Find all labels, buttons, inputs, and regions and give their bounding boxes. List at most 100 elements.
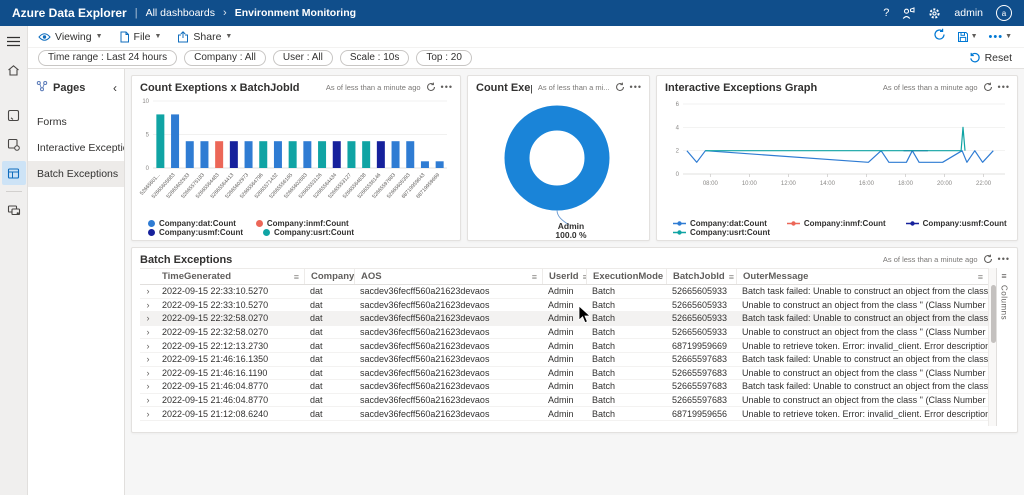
bar[interactable] [215,141,223,168]
bar[interactable] [392,141,400,168]
tile-refresh-icon[interactable] [615,82,625,92]
viewing-menu-button[interactable]: Viewing ▼ [38,31,103,43]
help-icon[interactable]: ? [883,7,889,19]
sidebar-item-forms[interactable]: Forms [28,109,124,135]
col-header-executionmode[interactable]: ExecutionMode≡ [586,269,666,284]
row-expand-icon[interactable]: › [140,286,156,296]
row-expand-icon[interactable]: › [140,368,156,378]
settings-gear-icon[interactable] [928,7,941,20]
bar[interactable] [230,141,238,168]
table-row[interactable]: ›2022-09-15 22:32:58.0270datsacdev36fecf… [140,326,988,340]
user-name[interactable]: admin [954,7,983,19]
more-options-button[interactable]: ••• ▼ [989,31,1013,43]
bar[interactable] [274,141,282,168]
tile-more-icon[interactable]: ••• [998,82,1010,92]
legend-item-inmf[interactable]: Company:inmf:Count [256,219,349,228]
col-header-timegenerated[interactable]: TimeGenerated≡ [156,269,304,284]
bar[interactable] [436,161,444,168]
bar[interactable] [245,141,253,168]
refresh-button[interactable] [933,28,946,46]
filter-pill-3[interactable]: Scale : 10s [340,50,409,66]
table-row[interactable]: ›2022-09-15 21:46:16.1190datsacdev36fecf… [140,367,988,381]
filter-pill-2[interactable]: User : All [273,50,333,66]
legend-item-inmf[interactable]: Company:inmf:Count [787,219,886,228]
bar[interactable] [333,141,341,168]
bar[interactable] [171,114,179,168]
breadcrumb-all-dashboards[interactable]: All dashboards [146,7,215,19]
legend-item-usrt[interactable]: Company:usrt:Count [673,228,770,237]
col-header-userid[interactable]: UserId≡ [542,269,586,284]
bar[interactable] [289,141,297,168]
filter-pill-0[interactable]: Time range : Last 24 hours [38,50,177,66]
donut-slice-admin[interactable] [517,118,597,198]
col-header-outermessage[interactable]: OuterMessage≡ [736,269,988,284]
table-row[interactable]: ›2022-09-15 22:32:58.0270datsacdev36fecf… [140,312,988,326]
filter-pill-1[interactable]: Company : All [184,50,266,66]
connections-icon[interactable] [2,198,26,222]
legend-item-dat[interactable]: Company:dat:Count [673,219,767,228]
col-header-batchjobid[interactable]: BatchJobId≡ [666,269,736,284]
row-expand-icon[interactable]: › [140,381,156,391]
legend-item-dat[interactable]: Company:dat:Count [148,219,236,228]
query-icon[interactable] [2,103,26,127]
tile-refresh-icon[interactable] [983,254,993,264]
legend-item-usmf[interactable]: Company:usmf:Count [148,228,243,237]
row-expand-icon[interactable]: › [140,300,156,310]
hamburger-menu-icon[interactable] [2,29,26,53]
dashboards-icon[interactable] [2,161,26,185]
bar[interactable] [347,141,355,168]
row-expand-icon[interactable]: › [140,341,156,351]
row-expand-icon[interactable]: › [140,354,156,364]
reset-button[interactable]: Reset [969,52,1012,64]
scrollbar-thumb[interactable] [991,285,996,343]
grid-scrollbar[interactable] [988,268,996,426]
tile-refresh-icon[interactable] [983,82,993,92]
home-icon[interactable] [2,58,26,82]
column-menu-icon[interactable]: ≡ [729,272,734,282]
filter-pill-4[interactable]: Top : 20 [416,50,472,66]
col-header-company[interactable]: Company≡ [304,269,354,284]
column-menu-icon[interactable]: ≡ [532,272,537,282]
data-management-icon[interactable] [2,132,26,156]
columns-panel-tab[interactable]: ≡ Columns [996,268,1011,426]
tile-more-icon[interactable]: ••• [630,82,642,92]
bar[interactable] [303,141,311,168]
row-expand-icon[interactable]: › [140,313,156,323]
line-series-dat[interactable] [687,151,993,163]
sidebar-item-interactive-exceptions[interactable]: Interactive Exceptions [28,135,124,161]
table-row[interactable]: ›2022-09-15 22:33:10.5270datsacdev36fecf… [140,285,988,299]
tile-refresh-icon[interactable] [426,82,436,92]
tile-more-icon[interactable]: ••• [998,254,1010,264]
column-menu-icon[interactable]: ≡ [294,272,299,282]
table-row[interactable]: ›2022-09-15 21:46:04.8770datsacdev36fecf… [140,394,988,408]
line-series-usrt[interactable] [705,127,965,150]
sidebar-item-batch-exceptions[interactable]: Batch Exceptions [28,161,124,187]
collapse-panel-icon[interactable]: ‹ [113,84,117,92]
feedback-icon[interactable] [902,7,915,20]
bar[interactable] [259,141,267,168]
table-row[interactable]: ›2022-09-15 21:46:04.8770datsacdev36fecf… [140,380,988,394]
row-expand-icon[interactable]: › [140,409,156,419]
bar[interactable] [186,141,194,168]
app-title[interactable]: Azure Data Explorer [12,6,127,20]
legend-item-usrt[interactable]: Company:usrt:Count [263,228,354,237]
bar[interactable] [406,141,414,168]
column-menu-icon[interactable]: ≡ [978,272,983,282]
col-header-aos[interactable]: AOS≡ [354,269,542,284]
bar[interactable] [156,114,164,168]
row-expand-icon[interactable]: › [140,327,156,337]
legend-item-usmf[interactable]: Company:usmf:Count [906,219,1007,228]
bar[interactable] [200,141,208,168]
file-menu-button[interactable]: File ▼ [119,31,162,43]
table-row[interactable]: ›2022-09-15 21:46:16.1350datsacdev36fecf… [140,353,988,367]
save-button[interactable]: ▼ [957,31,978,43]
tile-more-icon[interactable]: ••• [441,82,453,92]
row-expand-icon[interactable]: › [140,395,156,405]
share-menu-button[interactable]: Share ▼ [177,31,232,43]
table-row[interactable]: ›2022-09-15 21:12:08.6240datsacdev36fecf… [140,407,988,421]
bar[interactable] [318,141,326,168]
table-row[interactable]: ›2022-09-15 22:33:10.5270datsacdev36fecf… [140,299,988,313]
table-row[interactable]: ›2022-09-15 22:12:13.2730datsacdev36fecf… [140,339,988,353]
bar[interactable] [362,141,370,168]
bar[interactable] [421,161,429,168]
